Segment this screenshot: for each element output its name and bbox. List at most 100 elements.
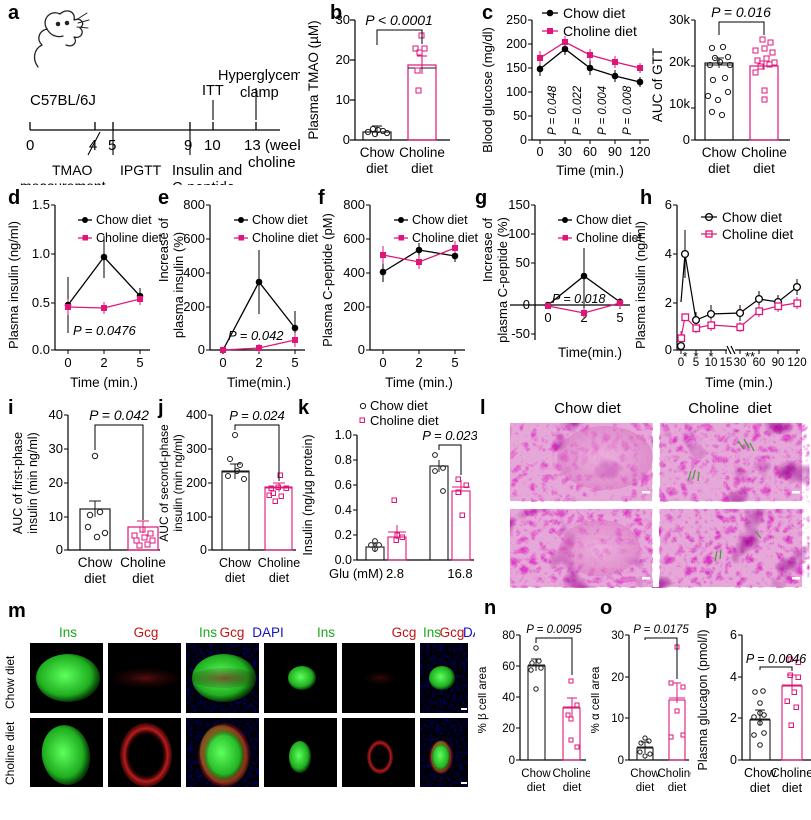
svg-text:0: 0 <box>219 355 226 370</box>
svg-text:50: 50 <box>516 255 530 270</box>
svg-text:DAPI: DAPI <box>463 625 475 640</box>
svg-text:Chow: Chow <box>219 556 252 570</box>
svg-text:200: 200 <box>183 299 205 314</box>
svg-text:0: 0 <box>198 342 205 357</box>
svg-text:C57BL/6J: C57BL/6J <box>30 92 96 109</box>
svg-text:0: 0 <box>509 755 515 767</box>
svg-text:30k: 30k <box>669 12 690 27</box>
svg-text:30: 30 <box>558 145 572 159</box>
svg-text:0.0: 0.0 <box>32 342 50 357</box>
svg-text:Time (min.): Time (min.) <box>556 163 624 178</box>
svg-text:Chow: Chow <box>521 768 551 780</box>
svg-text:Chow: Chow <box>78 555 113 570</box>
svg-text:90: 90 <box>608 145 622 159</box>
svg-text:0.5: 0.5 <box>32 295 50 310</box>
svg-text:Gcg: Gcg <box>220 625 245 640</box>
svg-text:800: 800 <box>183 197 205 212</box>
svg-text:150: 150 <box>508 197 530 212</box>
svg-text:2: 2 <box>730 711 737 725</box>
svg-text:0: 0 <box>26 137 34 154</box>
svg-text:0: 0 <box>523 297 530 312</box>
svg-text:P = 0.008: P = 0.008 <box>622 85 634 135</box>
svg-text:TMAO: TMAO <box>52 162 93 178</box>
svg-text:30: 30 <box>611 630 624 642</box>
svg-text:5: 5 <box>291 355 298 370</box>
svg-text:Blood glucose (mg/dl): Blood glucose (mg/dl) <box>480 27 495 153</box>
svg-text:0.8: 0.8 <box>335 453 352 467</box>
svg-text:Chow diet: Chow diet <box>412 213 468 227</box>
svg-text:600: 600 <box>183 231 205 246</box>
svg-text:P = 0.0175: P = 0.0175 <box>633 624 689 636</box>
svg-text:300: 300 <box>186 442 207 456</box>
svg-text:P = 0.0095: P = 0.0095 <box>526 624 582 636</box>
svg-text:200: 200 <box>186 476 207 490</box>
svg-text:Gcg: Gcg <box>134 625 159 640</box>
svg-text:5: 5 <box>108 137 116 154</box>
svg-text:P = 0.042: P = 0.042 <box>89 407 149 423</box>
svg-text:200: 200 <box>343 299 365 314</box>
svg-text:*: * <box>682 349 687 364</box>
svg-text:Plasma C-peptide (pM): Plasma C-peptide (pM) <box>320 213 335 347</box>
svg-text:5: 5 <box>616 310 623 325</box>
svg-text:1.0: 1.0 <box>335 428 352 442</box>
svg-text:20: 20 <box>336 52 350 67</box>
svg-text:1.0: 1.0 <box>32 246 50 261</box>
svg-text:6: 6 <box>665 197 672 212</box>
svg-text:0: 0 <box>520 133 527 147</box>
svg-text:% β cell area: % β cell area <box>478 666 489 733</box>
svg-text:Choline diet: Choline diet <box>412 231 479 245</box>
svg-text:Choline diet: Choline diet <box>576 231 643 245</box>
svg-text:Time (min.): Time (min.) <box>385 375 453 390</box>
svg-text:5: 5 <box>136 355 143 370</box>
svg-text:diet: diet <box>527 782 546 794</box>
svg-text:insulin (min ng/ml): insulin (min ng/ml) <box>26 432 40 533</box>
svg-text:0: 0 <box>200 543 207 557</box>
svg-text:0: 0 <box>544 310 551 325</box>
svg-text:40: 40 <box>49 407 63 422</box>
svg-text:P = 0.023: P = 0.023 <box>422 428 477 443</box>
svg-text:100: 100 <box>186 510 207 524</box>
svg-text:diet: diet <box>782 781 803 795</box>
svg-text:diet: diet <box>225 571 246 585</box>
svg-text:Gcg: Gcg <box>392 625 417 640</box>
svg-text:Time(min.): Time(min.) <box>558 345 622 360</box>
svg-text:40: 40 <box>502 692 515 704</box>
svg-text:Ins: Ins <box>317 625 335 640</box>
svg-text:10: 10 <box>611 713 624 725</box>
svg-text:Chow: Chow <box>360 145 395 160</box>
svg-text:AUC of first-phase: AUC of first-phase <box>11 432 25 534</box>
svg-text:80: 80 <box>502 630 515 642</box>
svg-text:20: 20 <box>611 672 624 684</box>
svg-text:Choline: Choline <box>741 145 787 160</box>
svg-text:measurement: measurement <box>20 178 106 185</box>
svg-text:diet: diet <box>753 161 775 176</box>
svg-text:100: 100 <box>506 85 527 99</box>
svg-text:200: 200 <box>506 37 527 51</box>
svg-text:P = 0.048: P = 0.048 <box>547 85 559 135</box>
svg-text:10: 10 <box>49 509 63 524</box>
svg-text:10k: 10k <box>669 96 690 111</box>
svg-text:4: 4 <box>665 246 672 261</box>
svg-text:diet: diet <box>563 782 582 794</box>
svg-text:Choline diet: Choline diet <box>722 227 794 242</box>
svg-text:2: 2 <box>100 355 107 370</box>
svg-text:Choline diet: Choline diet <box>563 23 637 39</box>
svg-text:diet: diet <box>84 571 106 586</box>
svg-text:Chow diet: Chow diet <box>370 398 428 413</box>
svg-text:plasma insulin (%): plasma insulin (%) <box>171 232 186 338</box>
svg-text:Ins: Ins <box>59 625 77 640</box>
svg-text:Increase of: Increase of <box>156 217 171 282</box>
svg-text:Time(min.): Time(min.) <box>227 375 291 390</box>
svg-text:400: 400 <box>186 408 207 422</box>
svg-text:Plasma glucagon (pmol/l): Plasma glucagon (pmol/l) <box>697 629 710 770</box>
svg-text:*: * <box>693 349 698 364</box>
svg-text:20: 20 <box>49 475 63 490</box>
svg-text:0: 0 <box>665 342 672 357</box>
svg-text:2: 2 <box>665 295 672 310</box>
svg-text:diet: diet <box>636 782 655 794</box>
svg-text:Insulin (ng/µg protein): Insulin (ng/µg protein) <box>301 434 315 555</box>
svg-text:30: 30 <box>49 441 63 456</box>
svg-text:choline diet): choline diet) <box>248 154 300 171</box>
svg-text:Hyperglycemic: Hyperglycemic <box>218 68 300 84</box>
svg-text:Chow diet: Chow diet <box>96 213 152 227</box>
